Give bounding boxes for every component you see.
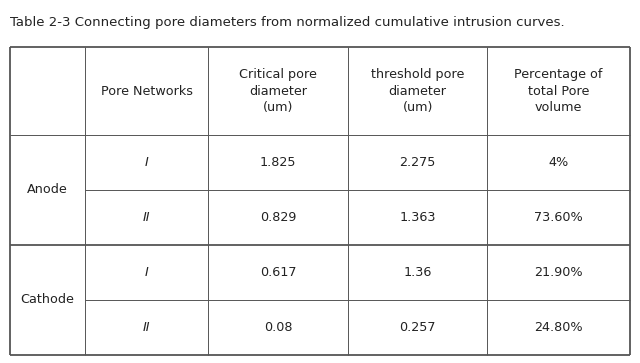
Text: Percentage of
total Pore
volume: Percentage of total Pore volume — [515, 68, 603, 114]
Text: Anode: Anode — [27, 183, 68, 196]
Text: 1.363: 1.363 — [399, 211, 436, 224]
Text: 1.36: 1.36 — [403, 266, 432, 279]
Text: Pore Networks: Pore Networks — [100, 85, 193, 98]
Text: 4%: 4% — [548, 156, 569, 169]
Text: II: II — [143, 211, 150, 224]
Text: I: I — [145, 266, 148, 279]
Text: threshold pore
diameter
(um): threshold pore diameter (um) — [371, 68, 464, 114]
Text: II: II — [143, 321, 150, 334]
Text: I: I — [145, 156, 148, 169]
Text: 2.275: 2.275 — [399, 156, 436, 169]
Text: 0.617: 0.617 — [260, 266, 296, 279]
Text: 0.829: 0.829 — [260, 211, 296, 224]
Text: Cathode: Cathode — [20, 294, 74, 306]
Text: 21.90%: 21.90% — [534, 266, 583, 279]
Text: 1.825: 1.825 — [260, 156, 296, 169]
Text: Critical pore
diameter
(um): Critical pore diameter (um) — [239, 68, 317, 114]
Text: 24.80%: 24.80% — [534, 321, 583, 334]
Text: 73.60%: 73.60% — [534, 211, 583, 224]
Text: Table 2-3 Connecting pore diameters from normalized cumulative intrusion curves.: Table 2-3 Connecting pore diameters from… — [10, 16, 565, 29]
Text: 0.08: 0.08 — [264, 321, 292, 334]
Text: 0.257: 0.257 — [399, 321, 436, 334]
